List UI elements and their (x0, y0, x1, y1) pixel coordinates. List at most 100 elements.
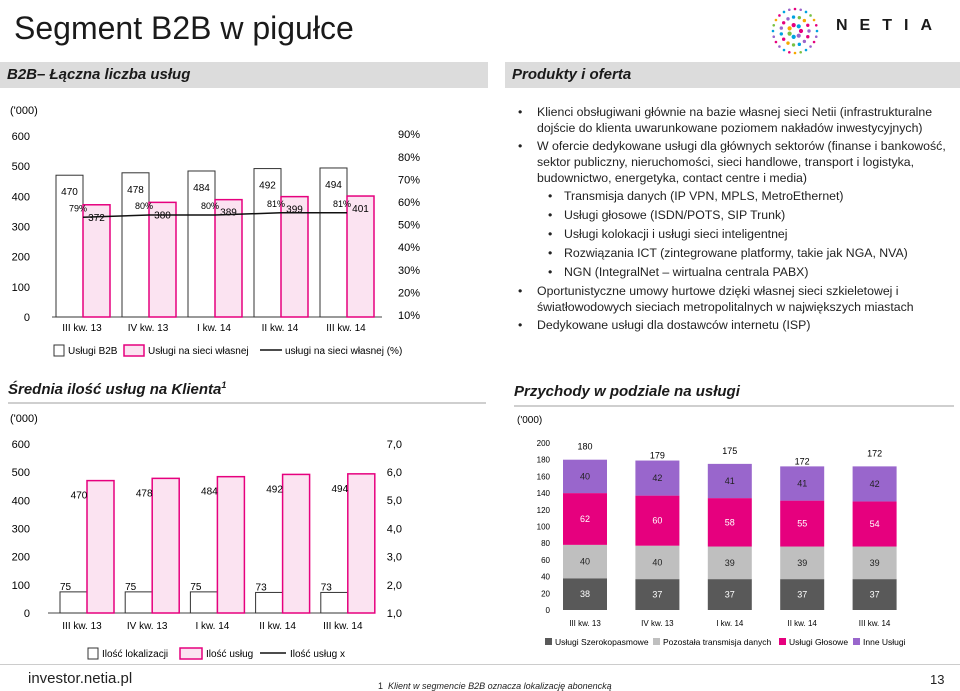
logo-dot (797, 15, 802, 20)
bar-label-uslugi-b2b: 478 (127, 185, 144, 196)
logo-dot (806, 23, 810, 28)
product-bullet-item: Oportunistyczne umowy hurtowe dzięki wła… (512, 283, 952, 315)
logo-dot (791, 15, 796, 19)
segment-label: 37 (725, 590, 735, 600)
bar-lokalizacje (59, 591, 88, 614)
stacked-segment (707, 579, 752, 610)
product-bullet-item: NGN (IntegralNet – wirtualna centrala PA… (512, 264, 952, 280)
pct-label: 79% (69, 203, 87, 213)
stacked-segment (852, 546, 897, 580)
pct-label: 80% (135, 201, 153, 211)
segment-label: 37 (870, 590, 880, 600)
logo-dot (787, 31, 792, 36)
bar-label-siec-wlasna: 372 (88, 213, 105, 224)
logo-dot (778, 45, 781, 48)
unit-label: ('000) (517, 415, 542, 426)
avg-services-title: Średnia ilość usług na Klienta (8, 381, 222, 398)
logo-dot (791, 34, 796, 39)
logo-dot (778, 14, 781, 17)
logo-dot (793, 51, 797, 55)
legend-label: Usługi Głosowe (789, 637, 848, 647)
stacked-segment (852, 501, 897, 547)
bar-label-uslugi: 484 (201, 487, 218, 498)
logo-dot (774, 40, 778, 44)
legend-swatch (779, 638, 786, 645)
revenue-header: Przychody w podziale na usługi (514, 383, 954, 407)
stacked-segment (635, 545, 680, 580)
segment-label: 38 (580, 589, 590, 599)
stacked-segment (563, 459, 607, 494)
netia-logo-icon (771, 7, 819, 55)
bar-label-lokalizacje: 75 (190, 582, 202, 593)
total-label: 179 (650, 451, 665, 461)
segment-label: 55 (797, 519, 807, 529)
logo-dot (771, 29, 775, 33)
y2-tick-label: 80% (398, 152, 420, 164)
x-tick-label: III kw. 14 (326, 323, 366, 334)
segment-label: 60 (652, 516, 662, 526)
services-chart: ('000) 0 100 200 300 400 500 600 10% 20% 30% 40% 50%… (10, 105, 420, 357)
y-tick-label: 600 (12, 439, 30, 451)
bar-uslugi (281, 473, 311, 614)
y-tick-label: 200 (12, 552, 30, 564)
pct-label: 81% (267, 199, 285, 209)
revenue-chart: ('000) 0 20 40 60 80 100 120 140 160 180 200 38 40 62 4… (517, 415, 906, 647)
bar-label-siec-wlasna: 380 (154, 210, 171, 221)
stacked-segment (563, 493, 607, 545)
logo-dot (804, 10, 808, 14)
y2-tick-label: 5,0 (387, 495, 402, 507)
logo-dot (788, 8, 791, 12)
x-tick-label: IV kw. 13 (641, 619, 674, 628)
product-bullet-item: Usługi głosowe (ISDN/POTS, SIP Trunk) (512, 207, 952, 223)
unit-label: ('000) (10, 413, 38, 425)
logo-dot (807, 29, 811, 33)
legend-label: Pozostała transmisja danych (663, 637, 771, 647)
legend-swatch-siec (123, 344, 145, 357)
segment-label: 39 (870, 558, 880, 568)
x-tick-label: III kw. 13 (62, 323, 102, 334)
logo-dot (779, 32, 784, 36)
logo-dot (804, 48, 808, 52)
footer-divider (0, 664, 960, 665)
bar-lokalizacje (255, 591, 284, 614)
bar-lokalizacje (124, 591, 153, 614)
bar-label-siec-wlasna: 401 (352, 204, 369, 215)
bar-uslugi-b2b (319, 167, 348, 318)
pct-label: 81% (333, 199, 351, 209)
page-number: 13 (930, 672, 945, 687)
y-tick-label: 40 (541, 573, 550, 582)
y-tick-label: 0 (24, 608, 30, 620)
logo-dot (799, 8, 802, 12)
logo-dot (793, 7, 797, 11)
bar-uslugi (347, 473, 376, 614)
total-label: 172 (867, 448, 882, 458)
stacked-segment (780, 466, 825, 501)
y-tick-label: 400 (12, 495, 30, 507)
segment-label: 54 (870, 519, 880, 529)
stacked-segment (563, 578, 607, 610)
stacked-segment (563, 544, 607, 579)
y2-tick-label: 60% (398, 197, 420, 209)
x-tick-label: I kw. 14 (195, 621, 229, 632)
y2-tick-label: 20% (398, 287, 420, 299)
footer-url[interactable]: investor.netia.pl (28, 670, 133, 687)
bar-siec-wlasna (148, 201, 177, 318)
y-tick-label: 100 (12, 282, 30, 294)
legend-swatch (653, 638, 660, 645)
footnote: 1 Klient w segmencie B2B oznacza lokaliz… (378, 681, 612, 691)
segment-label: 41 (797, 478, 807, 488)
logo-dot (812, 18, 816, 22)
y-tick-label: 100 (537, 523, 551, 532)
segment-label: 42 (652, 473, 662, 483)
logo-dot (772, 24, 776, 27)
y-tick-label: 160 (537, 472, 551, 481)
bar-label-siec-wlasna: 389 (220, 208, 237, 219)
products-section-header: Produkty i oferta (505, 62, 960, 88)
segment-label: 62 (580, 514, 590, 524)
bar-label-uslugi: 478 (136, 488, 153, 499)
x-tick-label: I kw. 14 (197, 323, 231, 334)
y-tick-label: 140 (537, 489, 551, 498)
stacked-segment (780, 579, 825, 610)
y-tick-label: 200 (537, 439, 551, 448)
y2-tick-label: 90% (398, 129, 420, 141)
